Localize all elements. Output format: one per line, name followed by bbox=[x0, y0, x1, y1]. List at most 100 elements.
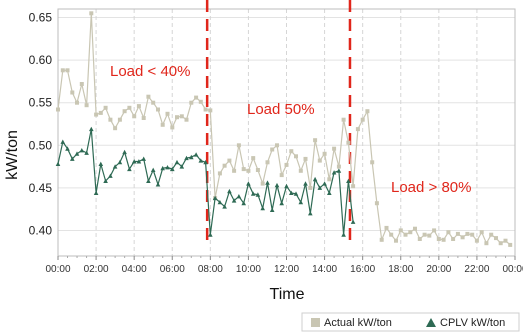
data-point bbox=[136, 159, 142, 164]
data-point bbox=[127, 105, 132, 110]
data-point bbox=[470, 232, 475, 237]
data-point bbox=[327, 177, 332, 182]
x-tick-label: 06:00 bbox=[160, 264, 185, 275]
data-point bbox=[298, 199, 304, 205]
data-point bbox=[212, 195, 218, 201]
annotation-load-50: Load 50% bbox=[247, 101, 315, 118]
x-axis-label: Time bbox=[270, 286, 305, 303]
data-point bbox=[75, 100, 79, 105]
data-point bbox=[441, 237, 446, 242]
data-point bbox=[198, 158, 204, 163]
data-point bbox=[84, 103, 89, 108]
data-point bbox=[175, 115, 179, 120]
data-point bbox=[303, 181, 308, 186]
y-axis-label: kW/ton bbox=[4, 130, 21, 180]
data-point bbox=[341, 117, 346, 122]
data-point bbox=[55, 161, 61, 166]
data-point bbox=[327, 190, 332, 195]
data-point bbox=[451, 237, 456, 241]
data-point bbox=[284, 162, 289, 167]
annotation-load-under-40: Load < 40% bbox=[110, 63, 191, 80]
data-point bbox=[108, 117, 113, 122]
data-point bbox=[194, 95, 199, 100]
data-point bbox=[217, 171, 222, 176]
data-point bbox=[260, 181, 265, 186]
data-point bbox=[265, 180, 270, 185]
annotation-load-over-80: Load > 80% bbox=[391, 179, 472, 196]
y-tick-label: 0.45 bbox=[29, 181, 53, 195]
data-point bbox=[331, 170, 337, 175]
data-point bbox=[346, 178, 351, 183]
data-point bbox=[279, 200, 284, 206]
data-point bbox=[274, 182, 280, 188]
data-point bbox=[222, 204, 227, 209]
data-point bbox=[269, 207, 275, 212]
data-point bbox=[136, 104, 141, 109]
data-point bbox=[246, 181, 251, 186]
data-point bbox=[279, 173, 284, 178]
data-point bbox=[165, 111, 170, 116]
data-point bbox=[308, 185, 313, 190]
data-point bbox=[275, 143, 279, 148]
data-point bbox=[413, 226, 417, 231]
data-point bbox=[208, 108, 213, 113]
data-point bbox=[160, 122, 165, 127]
data-point bbox=[74, 151, 80, 156]
data-point bbox=[294, 154, 298, 159]
load-dividers bbox=[205, 0, 352, 242]
legend-swatch-cplv bbox=[426, 318, 436, 327]
data-point bbox=[365, 109, 370, 114]
data-point bbox=[417, 237, 422, 241]
series-layer bbox=[55, 11, 513, 247]
data-point bbox=[389, 232, 394, 237]
x-tick-label: 18:00 bbox=[388, 264, 413, 275]
data-point bbox=[351, 184, 356, 189]
data-point bbox=[298, 168, 303, 173]
x-tick-labels: 00:00 02:00 04:00 06:00 08:00 10:00 12:00 14:00… bbox=[45, 256, 523, 275]
data-point bbox=[270, 147, 275, 152]
series-actual bbox=[56, 11, 513, 247]
data-point bbox=[165, 165, 170, 170]
data-point bbox=[322, 151, 327, 156]
data-point bbox=[108, 173, 113, 178]
legend-swatch-actual bbox=[311, 318, 320, 327]
data-point bbox=[379, 237, 384, 242]
data-point bbox=[203, 107, 208, 112]
data-point bbox=[103, 105, 108, 110]
data-point bbox=[346, 140, 351, 145]
data-point bbox=[60, 68, 65, 73]
x-tick-label: 00:00 bbox=[45, 264, 70, 275]
y-tick-label: 0.50 bbox=[29, 138, 53, 152]
x-tick-label: 00:00 bbox=[502, 264, 523, 275]
data-point bbox=[484, 241, 489, 246]
data-point bbox=[231, 198, 237, 203]
data-point bbox=[150, 167, 156, 172]
data-point bbox=[508, 242, 513, 247]
data-point bbox=[432, 228, 437, 233]
data-point bbox=[179, 164, 185, 169]
data-point bbox=[241, 200, 246, 206]
data-point bbox=[503, 238, 508, 243]
data-point bbox=[350, 219, 356, 224]
x-tick-label: 16:00 bbox=[350, 264, 375, 275]
data-point bbox=[117, 159, 123, 165]
data-point bbox=[122, 149, 127, 155]
data-point bbox=[465, 231, 470, 236]
data-point bbox=[255, 168, 260, 172]
data-point bbox=[127, 166, 132, 172]
data-point bbox=[56, 107, 60, 112]
data-point bbox=[317, 158, 322, 163]
data-point bbox=[374, 201, 379, 206]
y-tick-label: 0.40 bbox=[29, 223, 53, 237]
data-point bbox=[98, 161, 104, 166]
legend: Actual kW/ton CPLV kW/ton bbox=[301, 312, 520, 332]
y-tick-label: 0.60 bbox=[29, 53, 53, 67]
data-point bbox=[455, 231, 460, 236]
data-point bbox=[131, 159, 137, 164]
data-point bbox=[370, 160, 375, 165]
data-point bbox=[79, 148, 85, 153]
data-point bbox=[355, 127, 360, 132]
legend-label-cplv: CPLV kW/ton bbox=[440, 317, 505, 329]
data-point bbox=[394, 238, 398, 243]
